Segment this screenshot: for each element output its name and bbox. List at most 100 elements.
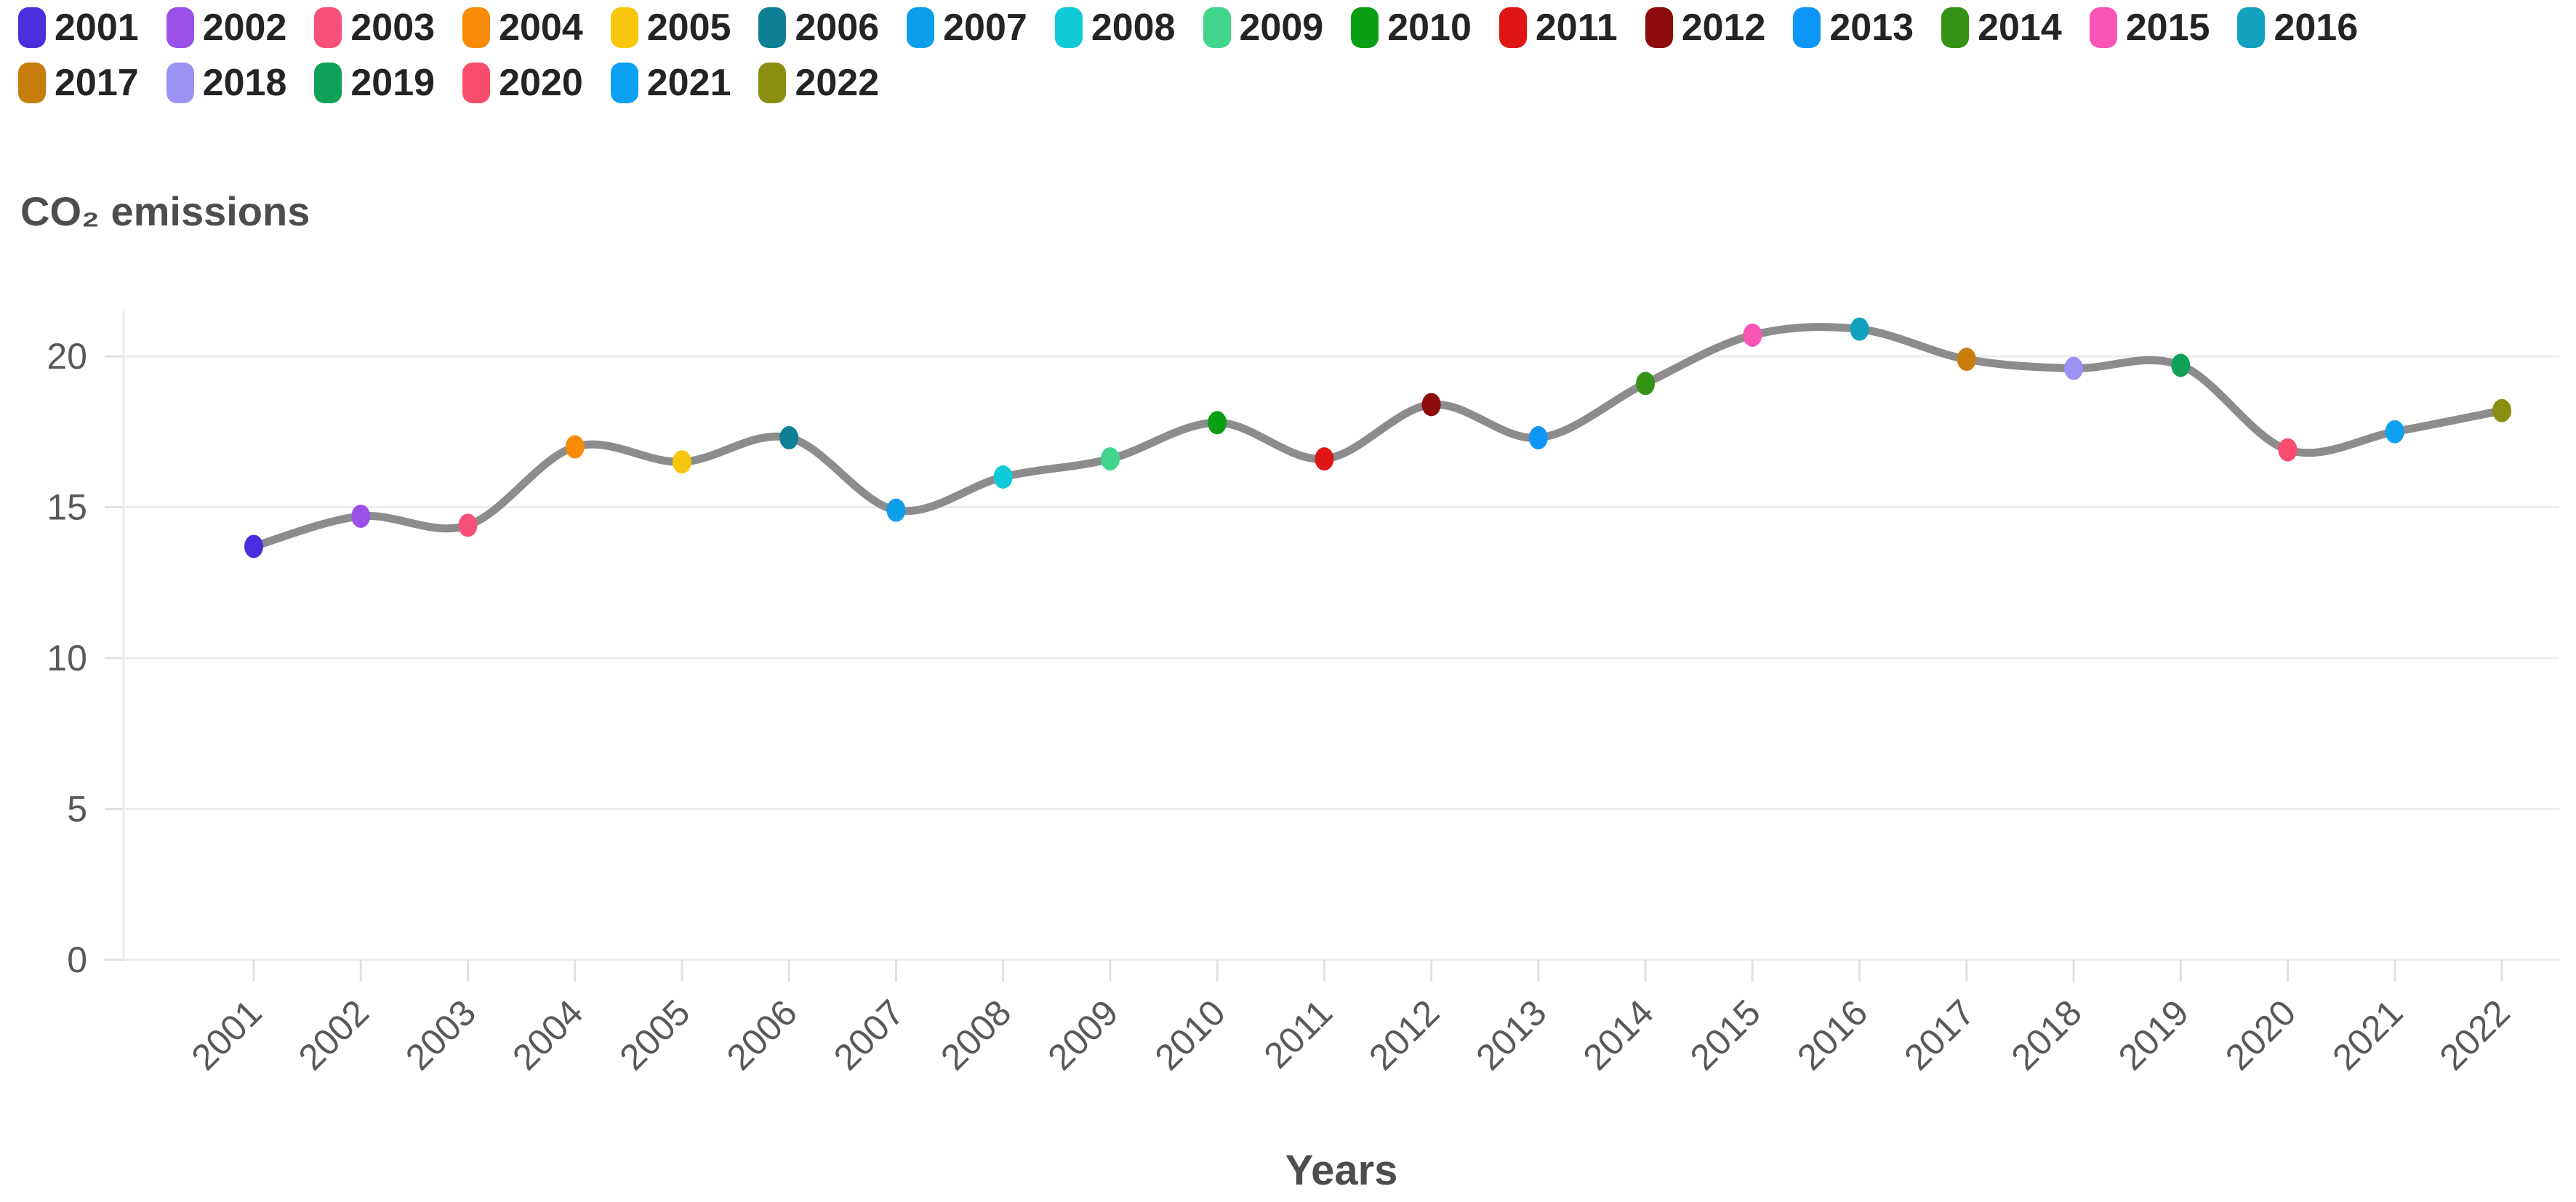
legend-item-2022[interactable]: 2022 — [758, 63, 879, 103]
x-tick-label-2005: 2005 — [611, 992, 697, 1078]
legend-swatch — [1793, 7, 1821, 48]
legend-item-2010[interactable]: 2010 — [1351, 7, 1472, 48]
legend-swatch — [2237, 7, 2266, 48]
y-tick-label: 0 — [67, 939, 87, 980]
data-point-2011[interactable] — [1315, 447, 1334, 471]
legend-item-2006[interactable]: 2006 — [758, 7, 879, 48]
legend-label: 2021 — [646, 62, 731, 104]
legend-item-2009[interactable]: 2009 — [1203, 7, 1324, 49]
x-tick-label-2009: 2009 — [1040, 992, 1126, 1078]
legend-swatch — [907, 7, 935, 48]
legend-swatch — [1941, 7, 1970, 48]
legend-item-2004[interactable]: 2004 — [462, 7, 583, 48]
x-tick-label-2002: 2002 — [291, 992, 377, 1078]
legend-label: 2010 — [1387, 7, 1472, 49]
y-tick-label: 5 — [67, 789, 87, 830]
data-point-2020[interactable] — [2278, 438, 2298, 462]
x-tick-label-2004: 2004 — [505, 992, 590, 1078]
chart-legend: 2001 2002 2003 2004 2005 2006 2007 2008 2009 2010… — [18, 7, 2358, 103]
x-tick-label-2018: 2018 — [2004, 992, 2090, 1078]
legend-label: 2018 — [202, 62, 287, 104]
legend-label: 2014 — [1978, 7, 2062, 49]
legend-label: 2011 — [1535, 7, 1618, 49]
legend-swatch — [1645, 7, 1673, 48]
legend-row: 2017 2018 2019 2020 2021 2022 — [18, 63, 2358, 103]
legend-swatch — [314, 7, 342, 48]
data-point-2004[interactable] — [565, 435, 585, 459]
data-point-2015[interactable] — [1743, 323, 1762, 347]
data-point-2014[interactable] — [1636, 372, 1656, 396]
legend-swatch — [610, 63, 638, 103]
x-tick-label-2007: 2007 — [826, 992, 912, 1078]
x-tick-label-2019: 2019 — [2111, 992, 2196, 1078]
data-point-2001[interactable] — [244, 534, 263, 558]
x-tick-label-2014: 2014 — [1576, 992, 1661, 1078]
legend-item-2015[interactable]: 2015 — [2089, 7, 2210, 49]
x-tick-label-2021: 2021 — [2324, 992, 2410, 1078]
legend-item-2002[interactable]: 2002 — [166, 7, 287, 49]
legend-label: 2009 — [1239, 7, 1324, 49]
legend-label: 2003 — [350, 7, 436, 49]
x-tick-label-2015: 2015 — [1682, 992, 1768, 1078]
data-point-2003[interactable] — [458, 513, 478, 537]
legend-swatch — [1203, 7, 1231, 48]
legend-item-2014[interactable]: 2014 — [1941, 7, 2062, 48]
legend-item-2016[interactable]: 2016 — [2237, 7, 2358, 48]
y-tick-label: 20 — [47, 336, 87, 377]
legend-swatch — [166, 7, 194, 48]
legend-label: 2004 — [499, 7, 583, 49]
data-point-2009[interactable] — [1100, 447, 1120, 471]
data-point-2006[interactable] — [779, 426, 799, 450]
legend-item-2018[interactable]: 2018 — [166, 62, 287, 104]
data-point-2013[interactable] — [1528, 426, 1548, 450]
data-point-2010[interactable] — [1208, 411, 1227, 435]
data-point-2022[interactable] — [2492, 398, 2511, 422]
legend-swatch — [1351, 7, 1379, 48]
data-point-2005[interactable] — [672, 450, 691, 474]
legend-item-2007[interactable]: 2007 — [907, 7, 1027, 48]
legend-swatch — [166, 63, 194, 103]
data-point-2007[interactable] — [886, 498, 906, 522]
legend-item-2017[interactable]: 2017 — [18, 63, 139, 103]
legend-label: 2002 — [202, 7, 287, 49]
chart-title: CO₂ emissions — [20, 188, 310, 234]
x-tick-label-2022: 2022 — [2432, 992, 2518, 1078]
emissions-line — [249, 323, 2506, 550]
legend-item-2005[interactable]: 2005 — [610, 7, 731, 49]
legend-label: 2006 — [795, 7, 880, 49]
x-tick-label-2006: 2006 — [719, 992, 805, 1078]
x-tick-label-2012: 2012 — [1361, 992, 1447, 1078]
legend-label: 2012 — [1681, 7, 1766, 49]
legend-label: 2008 — [1091, 7, 1176, 49]
legend-item-2020[interactable]: 2020 — [462, 63, 583, 103]
legend-label: 2007 — [943, 7, 1027, 49]
legend-swatch — [758, 7, 787, 48]
legend-label: 2015 — [2125, 7, 2210, 49]
data-point-2016[interactable] — [1850, 317, 1869, 341]
x-tick-label-2003: 2003 — [398, 992, 483, 1078]
x-axis-title: Years — [1285, 1147, 1398, 1194]
data-point-2012[interactable] — [1421, 393, 1441, 417]
data-point-2008[interactable] — [993, 465, 1013, 489]
y-tick-label: 10 — [47, 638, 87, 678]
data-point-2021[interactable] — [2385, 420, 2404, 444]
data-point-2017[interactable] — [1957, 348, 1976, 372]
legend-item-2021[interactable]: 2021 — [610, 62, 731, 104]
legend-swatch — [1498, 7, 1527, 48]
legend-swatch — [610, 7, 638, 48]
legend-item-2011[interactable]: 2011 — [1498, 7, 1618, 49]
data-point-2002[interactable] — [351, 504, 371, 528]
legend-item-2003[interactable]: 2003 — [314, 7, 435, 48]
legend-label: 2017 — [55, 62, 139, 104]
legend-item-2001[interactable]: 2001 — [18, 7, 139, 48]
data-point-2018[interactable] — [2064, 356, 2084, 380]
legend-item-2008[interactable]: 2008 — [1054, 7, 1176, 49]
legend-item-2012[interactable]: 2012 — [1645, 7, 1766, 49]
legend-item-2013[interactable]: 2013 — [1793, 7, 1914, 48]
data-point-2019[interactable] — [2171, 353, 2191, 377]
legend-swatch — [18, 7, 46, 48]
x-tick-label-2013: 2013 — [1468, 992, 1554, 1078]
legend-item-2019[interactable]: 2019 — [314, 63, 435, 103]
legend-label: 2005 — [646, 7, 731, 49]
legend-row: 2001 2002 2003 2004 2005 2006 2007 2008 2009 2010… — [18, 7, 2358, 48]
